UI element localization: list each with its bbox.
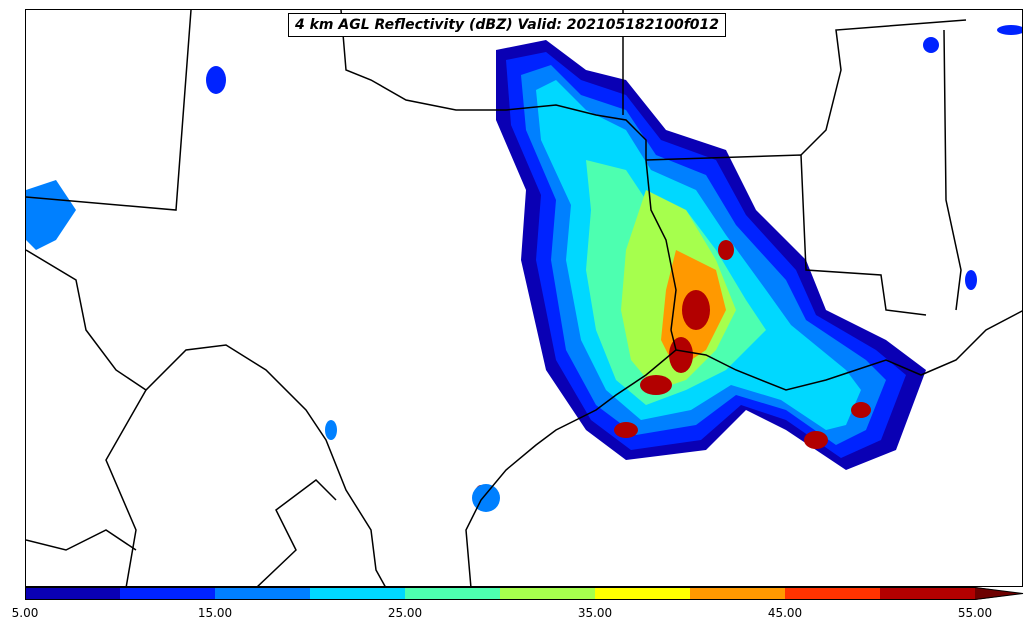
country-border (26, 529, 137, 551)
colorbar-tick-label: 55.00 (957, 606, 993, 620)
colorbar-tick-label: 25.00 (387, 606, 423, 620)
colorbar-tick-label: 45.00 (767, 606, 803, 620)
colorbar-segment (405, 587, 501, 600)
colorbar-segment (215, 587, 311, 600)
country-border (257, 479, 337, 586)
colorbar-segment (120, 587, 216, 600)
map-title-text: 4 km AGL Reflectivity (dBZ) Valid: 20210… (295, 17, 720, 33)
map-panel (25, 9, 1023, 587)
colorbar-tick-label: 15.00 (197, 606, 233, 620)
colorbar-outline (25, 587, 1024, 600)
reflectivity-cell (206, 66, 226, 94)
storm-cell (640, 375, 672, 395)
colorbar-segment (310, 587, 406, 600)
colorbar-extend-triangle (975, 587, 1023, 600)
colorbar-tick-label: 35.00 (577, 606, 613, 620)
state-border (645, 159, 677, 331)
state-border (943, 29, 962, 311)
colorbar-segment (25, 587, 121, 600)
storm-cell (851, 402, 871, 418)
colorbar-segment (690, 587, 786, 600)
reflectivity-field (26, 25, 1022, 512)
reflectivity-cell (325, 420, 337, 440)
river-border (26, 249, 386, 586)
reflectivity-cell (997, 25, 1022, 35)
country-border (105, 389, 147, 586)
colorbar-segment (880, 587, 976, 600)
storm-cell (682, 290, 710, 330)
colorbar-segments (25, 587, 1024, 600)
colorbar-segment (785, 587, 881, 600)
coastline (675, 310, 1022, 391)
reflectivity-cell (472, 484, 500, 512)
state-border (340, 10, 647, 160)
state-border (645, 154, 927, 316)
state-border (26, 10, 192, 211)
colorbar-tick-label: 5.00 (11, 606, 39, 620)
colorbar-segment (500, 587, 596, 600)
reflectivity-colorbar (25, 587, 1024, 600)
reflectivity-map (26, 10, 1022, 586)
storm-cell (669, 337, 693, 373)
storm-cell (614, 422, 638, 438)
coastline (465, 329, 677, 586)
storm-cell (804, 431, 828, 449)
state-border (800, 19, 967, 156)
reflectivity-west-area (26, 180, 76, 250)
map-title: 4 km AGL Reflectivity (dBZ) Valid: 20210… (288, 13, 727, 37)
storm-cell (718, 240, 734, 260)
reflectivity-cell (923, 37, 939, 53)
colorbar-segment (595, 587, 691, 600)
reflectivity-cell (965, 270, 977, 290)
